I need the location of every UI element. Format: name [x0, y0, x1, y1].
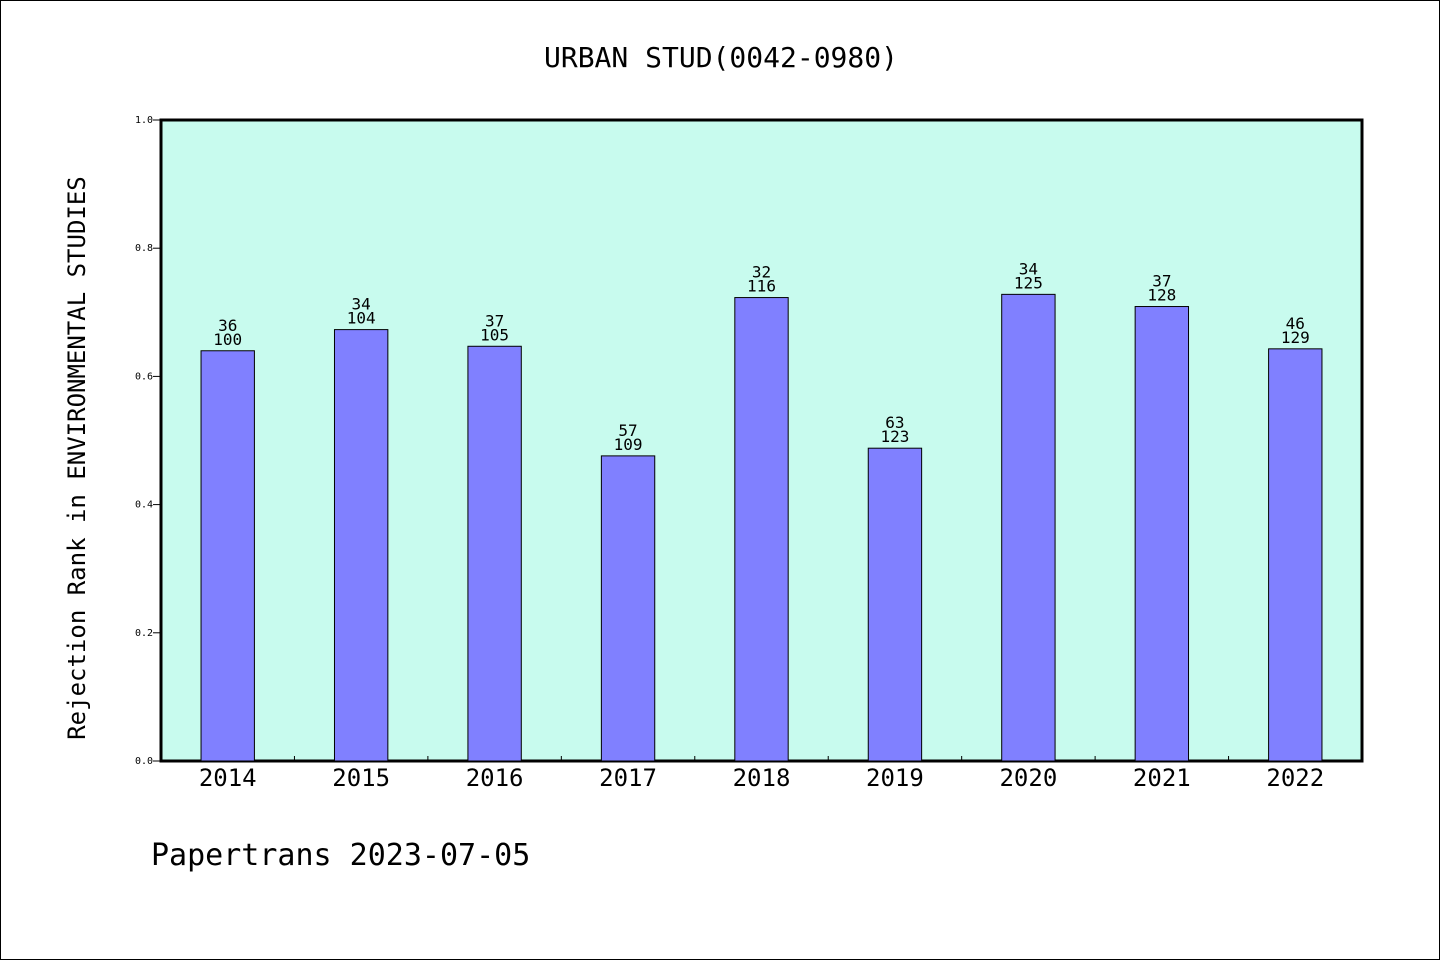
bar-2018	[734, 297, 789, 762]
y-axis: 0.0 0.2 0.4 0.6 0.8 1.0	[135, 115, 161, 767]
bar-label-bottom: 104	[347, 309, 376, 328]
bar-label-bottom: 125	[1014, 273, 1043, 292]
bar-label-top: 63	[885, 413, 904, 432]
y-tick-label: 0.0	[135, 756, 153, 767]
bar-2022	[1268, 348, 1323, 762]
bar-label-bottom: 123	[880, 427, 909, 446]
bar-label-bottom: 105	[480, 325, 509, 344]
y-tick-label: 1.0	[135, 115, 153, 126]
bar-label-bottom: 128	[1147, 286, 1176, 305]
bar-label-bottom: 116	[747, 277, 776, 296]
bar-2016	[467, 345, 522, 762]
bar-label-bottom: 100	[213, 330, 242, 349]
x-axis: 2014 2015 2016 2017 2018 2019 2020 2021 2022	[199, 756, 1324, 792]
x-tick-label: 2020	[999, 764, 1057, 792]
x-tick-label: 2014	[199, 764, 257, 792]
bar-label-bottom: 109	[614, 435, 643, 454]
bars-group	[200, 293, 1323, 762]
bar-2014	[200, 350, 255, 762]
x-tick-label: 2022	[1266, 764, 1324, 792]
bar-label-top: 34	[352, 295, 371, 314]
bar-label-top: 32	[752, 263, 771, 282]
y-tick-label: 0.2	[135, 628, 153, 639]
bar-2017	[600, 455, 656, 762]
bar-label-bottom: 129	[1281, 328, 1310, 347]
bar-label-top: 37	[1152, 272, 1171, 291]
y-axis-label: Rejection Rank in ENVIRONMENTAL STUDIES	[63, 176, 91, 740]
bar-label-top: 57	[618, 421, 637, 440]
x-tick-label: 2019	[866, 764, 924, 792]
footer-text: Papertrans 2023-07-05	[151, 838, 530, 873]
bar-2019	[867, 447, 923, 762]
y-tick-label: 0.6	[135, 371, 153, 382]
bar-2015	[333, 329, 389, 762]
y-tick-label: 0.4	[135, 500, 153, 511]
chart-title: URBAN STUD(0042-0980)	[544, 41, 898, 74]
x-tick-label: 2018	[733, 764, 791, 792]
bar-label-top: 46	[1286, 314, 1305, 333]
x-tick-label: 2015	[332, 764, 390, 792]
y-tick-label: 0.8	[135, 243, 153, 254]
x-tick-label: 2017	[599, 764, 657, 792]
bar-2020	[1001, 293, 1056, 762]
x-tick-label: 2021	[1133, 764, 1191, 792]
bar-label-top: 36	[218, 316, 237, 335]
x-tick-label: 2016	[466, 764, 524, 792]
bar-2021	[1134, 306, 1190, 762]
bar-label-top: 37	[485, 311, 504, 330]
bar-label-top: 34	[1019, 259, 1038, 278]
